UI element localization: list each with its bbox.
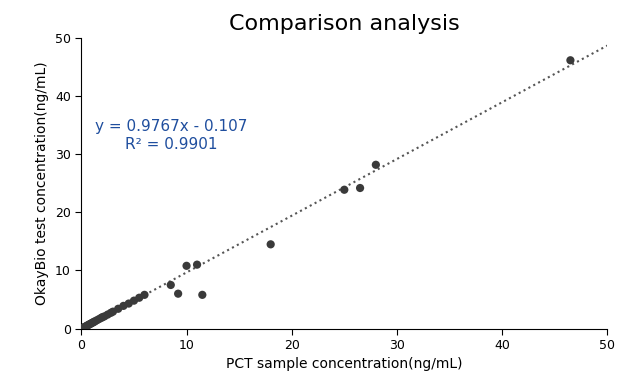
Point <box>265 241 275 248</box>
X-axis label: PCT sample concentration(ng/mL): PCT sample concentration(ng/mL) <box>226 358 463 371</box>
Point <box>134 295 144 301</box>
Point <box>86 320 96 327</box>
Point <box>166 282 176 288</box>
Point <box>192 262 202 268</box>
Point <box>118 303 128 309</box>
Point <box>129 298 139 304</box>
Point <box>85 321 95 327</box>
Point <box>103 312 113 318</box>
Point <box>98 314 108 320</box>
Point <box>100 313 110 319</box>
Point <box>78 325 88 331</box>
Point <box>355 185 365 191</box>
Point <box>371 162 381 168</box>
Point <box>106 310 116 316</box>
Point <box>95 316 105 322</box>
Point <box>89 319 99 325</box>
Point <box>182 263 192 269</box>
Point <box>87 320 97 326</box>
Point <box>84 322 94 328</box>
Y-axis label: OkayBio test concentration(ng/mL): OkayBio test concentration(ng/mL) <box>36 62 49 305</box>
Point <box>113 306 123 312</box>
Point <box>173 291 183 297</box>
Text: y = 0.9767x - 0.107
R² = 0.9901: y = 0.9767x - 0.107 R² = 0.9901 <box>95 120 247 152</box>
Point <box>77 325 87 332</box>
Point <box>140 292 150 298</box>
Point <box>339 187 349 193</box>
Point <box>92 317 102 323</box>
Point <box>78 325 88 331</box>
Point <box>90 318 100 324</box>
Point <box>124 301 134 307</box>
Point <box>565 57 575 63</box>
Title: Comparison analysis: Comparison analysis <box>229 14 459 34</box>
Point <box>83 322 93 329</box>
Point <box>81 324 91 330</box>
Point <box>108 309 118 315</box>
Point <box>96 315 106 321</box>
Point <box>197 292 207 298</box>
Point <box>88 319 98 325</box>
Point <box>80 324 90 330</box>
Point <box>81 323 91 329</box>
Point <box>78 325 88 331</box>
